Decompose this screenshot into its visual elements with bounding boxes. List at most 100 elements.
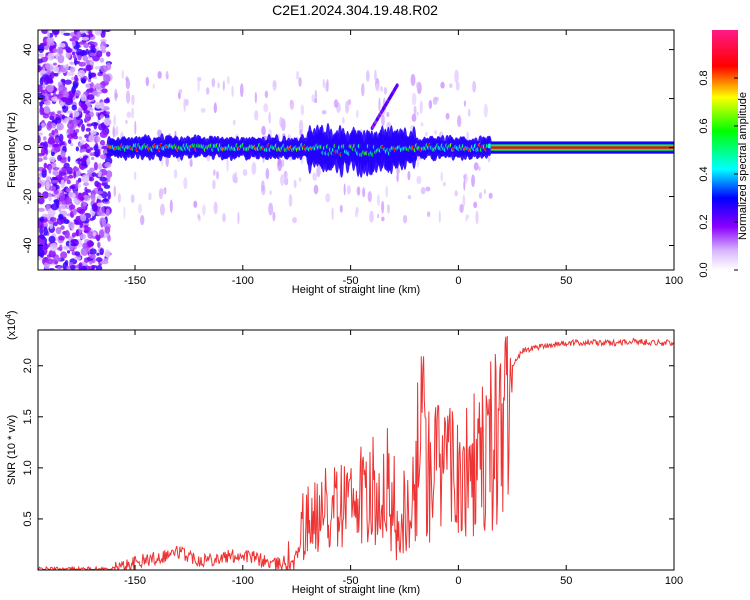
heatmap-cell [100, 39, 107, 43]
heatmap-cell [40, 147, 46, 156]
heatmap-cell [95, 190, 104, 195]
heatmap-cell [89, 52, 97, 57]
heatmap-cell [473, 162, 479, 171]
heatmap-cell [377, 213, 380, 219]
heatmap-cell [467, 108, 471, 117]
heatmap-cell [361, 83, 365, 97]
heatmap-cell [254, 110, 259, 121]
heatmap-cell [298, 76, 302, 87]
heatmap-cell [91, 172, 97, 178]
heatmap-cell [88, 74, 92, 80]
heatmap-cell [43, 100, 51, 106]
heatmap-cell [279, 116, 284, 128]
heatmap-cell [410, 73, 416, 87]
heatmap-cell [73, 110, 80, 118]
colorbar-tick-label: 0.4 [698, 166, 710, 181]
heatmap-cell [38, 196, 45, 205]
heatmap-cell [300, 104, 305, 116]
heatmap-cell [383, 87, 388, 95]
heatmap-cell [101, 260, 109, 265]
heatmap-cell [95, 83, 102, 90]
heatmap-cell [58, 84, 66, 94]
heatmap-cell [87, 94, 95, 101]
heatmap-cell [78, 41, 86, 45]
heatmap-cell [96, 252, 100, 256]
chart-title: C2E1.2024.304.19.48.R02 [272, 2, 438, 18]
heatmap-cell [96, 136, 101, 143]
heatmap-cell [471, 174, 475, 188]
heatmap-cell [38, 182, 42, 189]
x-tick-label: -50 [343, 275, 359, 287]
heatmap-cell [46, 121, 52, 131]
heatmap-cell [60, 225, 65, 230]
heatmap-cell [311, 94, 315, 103]
heatmap-cell [178, 89, 183, 94]
heatmap-cell [105, 51, 111, 57]
heatmap-cell [55, 227, 62, 235]
heatmap-cell [99, 176, 107, 182]
heatmap-cell [407, 195, 412, 200]
heatmap-cell [64, 197, 72, 205]
heatmap-cell [213, 201, 218, 215]
heatmap-cell [42, 113, 50, 119]
heatmap-cell [50, 71, 55, 79]
heatmap-cell [103, 98, 110, 104]
heatmap-cell [52, 30, 60, 35]
heatmap-cell [104, 226, 111, 234]
heatmap-cell [39, 70, 48, 74]
heatmap-cell [374, 69, 377, 81]
heatmap-cell [38, 234, 45, 239]
snr-plot-area [38, 335, 674, 570]
y-tick-label: -20 [22, 189, 34, 205]
heatmap-cell [104, 249, 111, 258]
heatmap-cell [60, 251, 68, 259]
heatmap-cell [145, 76, 150, 87]
heatmap-cell [43, 262, 50, 270]
heatmap-cell [263, 103, 269, 113]
heatmap-cell [45, 77, 53, 84]
x-tick-label: -50 [343, 575, 359, 587]
heatmap-cell [91, 156, 95, 161]
heatmap-cell [466, 131, 469, 142]
heatmap-cell [483, 189, 486, 195]
heatmap-cell [70, 242, 77, 247]
heatmap-cell [52, 62, 57, 66]
heatmap-cell [71, 232, 77, 238]
heatmap-cell [71, 85, 76, 95]
heatmap-cell [89, 87, 94, 93]
heatmap-cell [85, 149, 91, 154]
heatmap-cell [77, 157, 81, 165]
heatmap-cell [72, 54, 77, 59]
heatmap-cell [381, 216, 385, 222]
heatmap-cell [40, 77, 46, 82]
heatmap-cell [69, 185, 76, 190]
heatmap-cell [272, 211, 276, 222]
heatmap-cell [94, 180, 100, 187]
heatmap-cell [89, 217, 94, 221]
heatmap-cell [60, 78, 66, 83]
heatmap-cell [407, 170, 411, 181]
heatmap-cell [79, 220, 83, 229]
heatmap-cell [321, 110, 327, 115]
heatmap-cell [105, 111, 110, 115]
heatmap-cell [342, 116, 345, 125]
heatmap-cell [74, 251, 81, 256]
heatmap-cell [42, 191, 49, 199]
heatmap-cell [49, 243, 58, 252]
heatmap-cell [313, 184, 319, 195]
heatmap-cell [483, 103, 488, 118]
heatmap-cell [51, 129, 55, 136]
heatmap-cell [95, 257, 103, 263]
heatmap-cell [97, 170, 102, 178]
x-tick-label: -150 [124, 575, 146, 587]
heatmap-cell [85, 189, 92, 193]
heatmap-cell [488, 192, 493, 199]
heatmap-cell [64, 230, 70, 239]
heatmap-cell [90, 122, 99, 127]
heatmap-cell [333, 99, 339, 108]
heatmap-cell [39, 42, 47, 47]
heatmap-cell [89, 254, 96, 259]
heatmap-cell [99, 139, 106, 146]
heatmap-cell [426, 211, 431, 218]
heatmap-cell [62, 175, 70, 181]
